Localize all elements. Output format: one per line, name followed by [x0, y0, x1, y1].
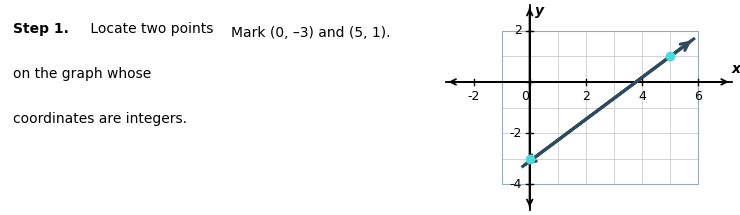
Bar — [502, 31, 698, 184]
Text: 0: 0 — [521, 90, 528, 103]
Text: on the graph whose: on the graph whose — [13, 67, 152, 81]
Text: coordinates are integers.: coordinates are integers. — [13, 112, 187, 126]
Text: -2: -2 — [510, 127, 522, 140]
Text: Step 1.: Step 1. — [13, 22, 69, 35]
Text: y: y — [535, 4, 544, 18]
Text: 6: 6 — [694, 90, 702, 103]
Text: 2: 2 — [514, 24, 522, 37]
Text: Mark (0, –3) and (5, 1).: Mark (0, –3) and (5, 1). — [231, 26, 391, 40]
Text: 2: 2 — [582, 90, 590, 103]
Text: x: x — [731, 62, 740, 76]
Text: 4: 4 — [638, 90, 646, 103]
Text: Locate two points: Locate two points — [86, 22, 213, 35]
Text: -2: -2 — [468, 90, 480, 103]
Text: -4: -4 — [510, 178, 522, 191]
